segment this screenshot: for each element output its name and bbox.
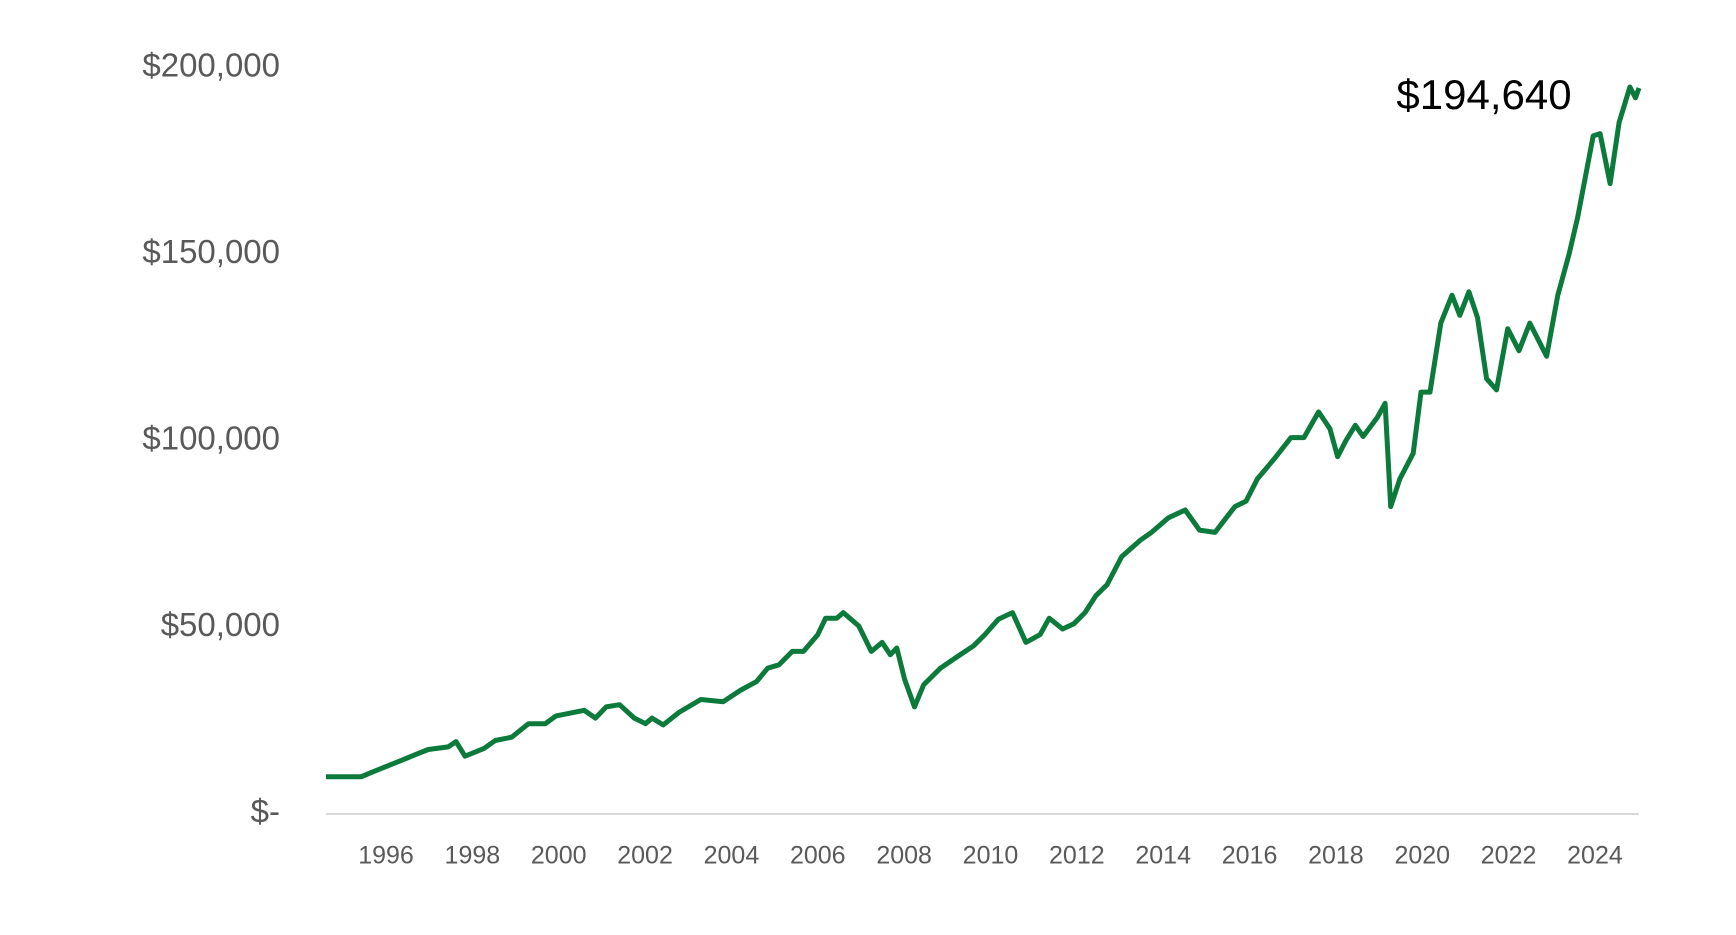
y-tick-label: $100,000 <box>142 420 280 457</box>
x-tick-label: 1996 <box>358 842 414 870</box>
x-tick-label: 2004 <box>704 842 760 870</box>
x-tick-label: 2008 <box>876 842 932 870</box>
x-tick-label: 2018 <box>1308 842 1364 870</box>
y-tick-label: $200,000 <box>142 47 280 84</box>
annotation: $194,640 <box>1396 71 1571 118</box>
y-tick-label: $150,000 <box>142 233 280 270</box>
x-tick-label: 2016 <box>1222 842 1278 870</box>
x-tick-label: 2006 <box>790 842 846 870</box>
x-tick-label: 2002 <box>617 842 673 870</box>
y-tick-label: $- <box>251 793 280 830</box>
x-tick-label: 2024 <box>1567 842 1623 870</box>
x-tick-label: 2022 <box>1481 842 1537 870</box>
line-series <box>326 84 1642 780</box>
x-tick-label: 1998 <box>445 842 501 870</box>
x-tick-label: 2010 <box>963 842 1019 870</box>
x-tick-label: 2020 <box>1394 842 1450 870</box>
x-tick-label: 2012 <box>1049 842 1105 870</box>
x-tick-label: 2000 <box>531 842 587 870</box>
y-tick-label: $50,000 <box>161 606 280 643</box>
x-tick-label: 2014 <box>1135 842 1191 870</box>
